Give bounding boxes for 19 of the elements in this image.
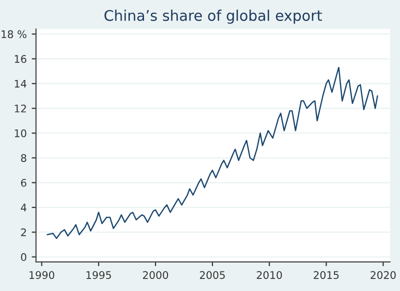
x-tick-label: 2020 <box>370 271 396 279</box>
y-tick-label: 2 <box>21 228 26 236</box>
y-tick-label: 10 <box>14 129 26 138</box>
y-tick-label: 18 % <box>2 30 26 38</box>
x-tick-label: 2000 <box>143 271 168 279</box>
line-series <box>46 66 378 239</box>
y-tick-label: 8 <box>21 154 26 162</box>
y-tick-label: 4 <box>20 204 26 212</box>
y-tick-label: 0 <box>21 253 26 262</box>
x-tick-label: 2005 <box>200 271 225 279</box>
y-tick-label: 14 <box>14 80 26 88</box>
y-tick-label: 16 <box>14 55 26 63</box>
y-tick-label: 6 <box>21 178 26 187</box>
x-tick-label: 2015 <box>314 271 339 279</box>
x-tick-label: 2010 <box>256 271 282 279</box>
y-tick-label: 12 <box>14 104 26 112</box>
x-tick-label: 1990 <box>30 271 54 279</box>
chart-title: China’s share of global export <box>104 10 322 24</box>
x-tick-label: 1995 <box>86 271 111 279</box>
